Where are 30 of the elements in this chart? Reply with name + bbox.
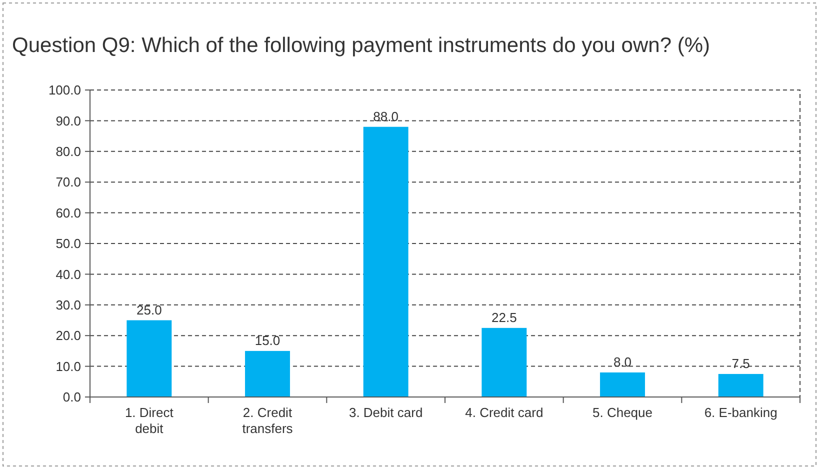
y-tick-label: 70.0 bbox=[56, 174, 81, 190]
data-label: 22.5 bbox=[492, 310, 517, 325]
y-tick-label: 60.0 bbox=[56, 205, 81, 220]
x-tick-label: 5. Cheque bbox=[592, 405, 652, 420]
bar bbox=[126, 320, 172, 397]
y-tick-label: 50.0 bbox=[56, 236, 81, 252]
chart-title: Question Q9: Which of the following payment instruments do you own? (%) bbox=[12, 34, 710, 57]
y-tick-label: 40.0 bbox=[56, 266, 81, 282]
data-label: 88.0 bbox=[373, 108, 398, 124]
bar bbox=[245, 350, 290, 397]
x-tick-label: 2. Credit transfers bbox=[242, 405, 294, 436]
data-label: 8.0 bbox=[613, 354, 632, 370]
y-tick-label: 80.0 bbox=[56, 144, 81, 159]
y-tick-label: 0.0 bbox=[62, 390, 81, 405]
data-label: 7.5 bbox=[732, 356, 750, 371]
x-tick-label: 1. Direct debit bbox=[124, 405, 174, 436]
y-tick-label: 20.0 bbox=[56, 328, 81, 344]
x-tick-label: 6. E-banking bbox=[704, 405, 778, 420]
bar bbox=[482, 328, 527, 397]
y-tick-label: 90.0 bbox=[56, 113, 81, 128]
y-tick-label: 10.0 bbox=[56, 358, 81, 374]
y-tick-label: 100.0 bbox=[48, 82, 81, 98]
data-label: 25.0 bbox=[136, 302, 162, 318]
x-tick-label: 3. Debit card bbox=[348, 405, 423, 420]
data-label: 15.0 bbox=[254, 332, 280, 348]
bar bbox=[363, 126, 408, 397]
x-tick-label: 4. Credit card bbox=[465, 405, 544, 420]
bar bbox=[600, 372, 645, 397]
bar bbox=[718, 374, 764, 397]
y-tick-label: 30.0 bbox=[56, 297, 81, 312]
